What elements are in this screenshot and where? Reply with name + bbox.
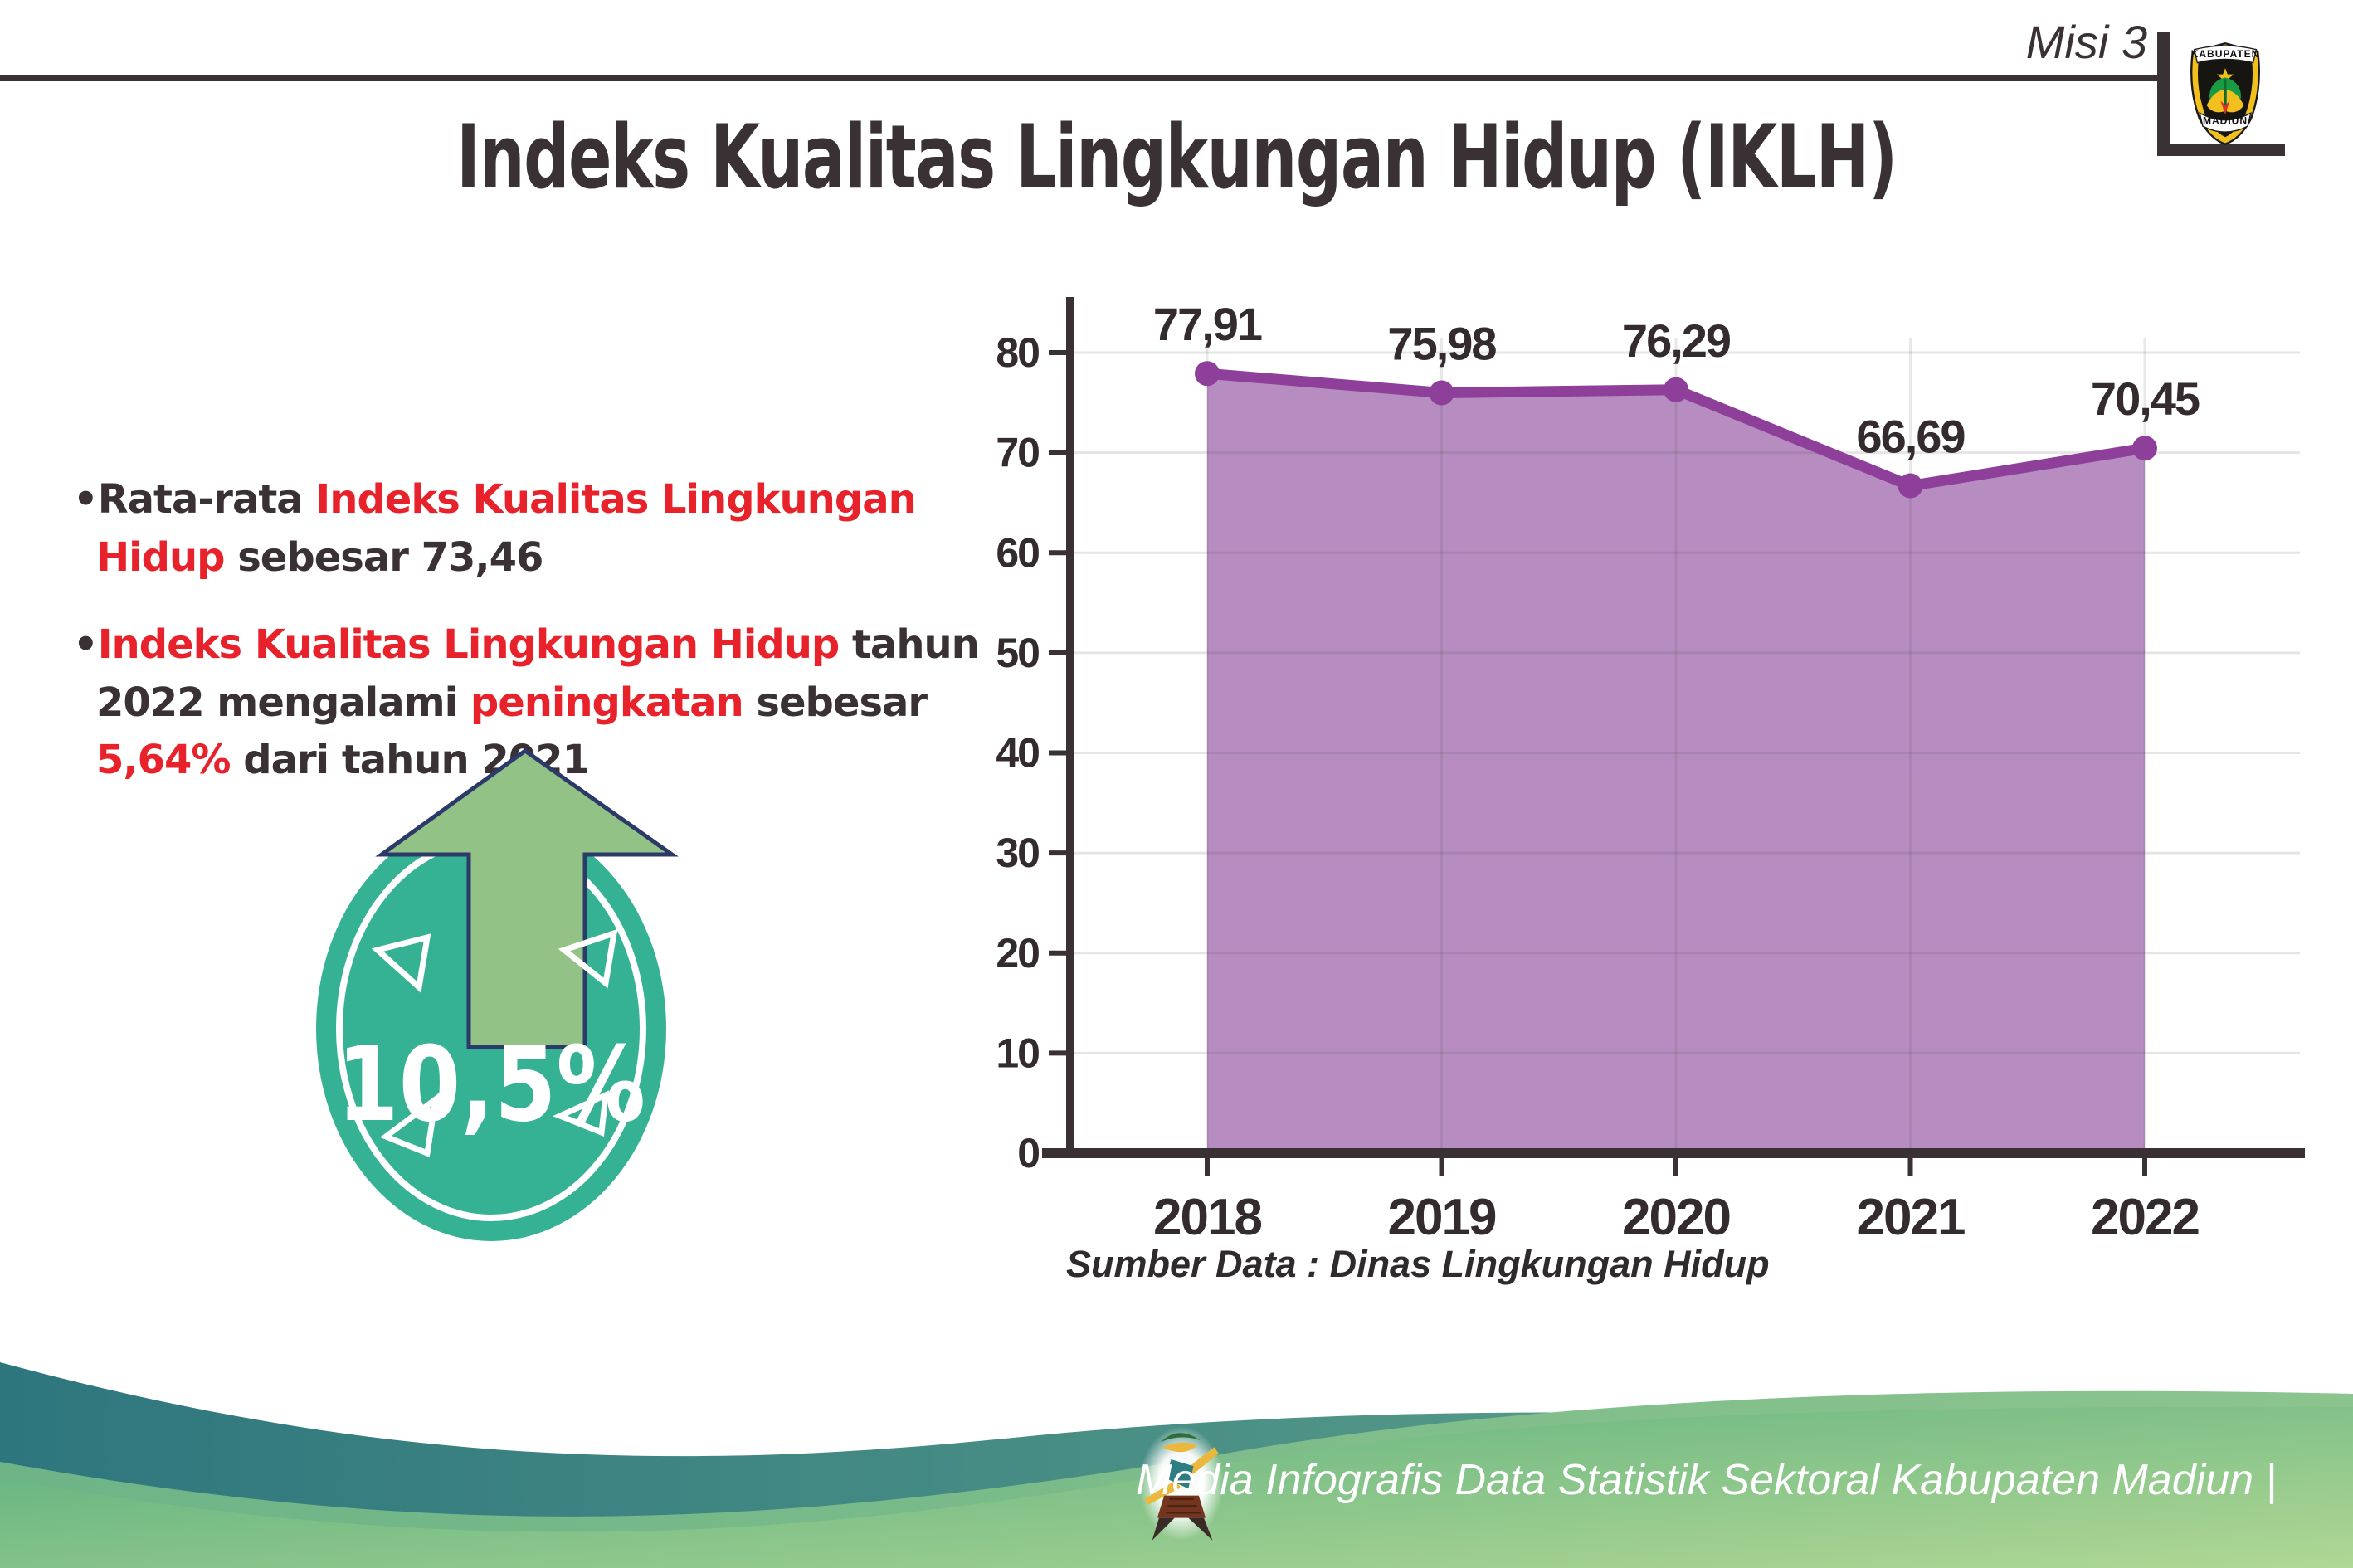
- logo-corner-bracket-vertical: [2157, 32, 2170, 156]
- data-point: [1664, 377, 1688, 402]
- data-point: [1429, 380, 1454, 406]
- badge-percentage: 10,5%: [337, 1025, 645, 1145]
- y-tick-label: 10: [996, 1030, 1039, 1076]
- x-tick-label: 2022: [2091, 1189, 2199, 1246]
- point-label: 77,91: [1153, 298, 1262, 350]
- bullet1-text: Rata-rata: [97, 476, 316, 523]
- x-tick-label: 2021: [1857, 1189, 1965, 1246]
- x-tick-label: 2020: [1622, 1189, 1730, 1246]
- dancer-mascot-icon: [1139, 1426, 1224, 1541]
- up-arrow-icon: [375, 747, 679, 1049]
- bullet1-highlight: Indeks Kualitas Lingkungan Hidup: [96, 476, 917, 581]
- point-label: 75,98: [1387, 317, 1496, 369]
- bullet-marker: •: [73, 621, 99, 669]
- footer-credit: Media Infografis Data Statistik Sektoral…: [1136, 1456, 2277, 1504]
- y-tick-label: 50: [996, 630, 1039, 676]
- y-tick-label: 60: [996, 529, 1039, 576]
- logo-banner-bottom-text: MADIUN: [2203, 114, 2248, 126]
- data-point: [2132, 436, 2157, 461]
- x-tick-label: 2018: [1153, 1189, 1261, 1246]
- bullet-marker: •: [73, 476, 99, 523]
- bullet2-highlight2: peningkatan: [470, 679, 744, 726]
- kabupaten-madiun-logo-icon: KABUPATEN MADIUN: [2190, 42, 2260, 145]
- badge-tick-top-left: [371, 933, 431, 993]
- badge-tick-bottom-left: [379, 1093, 440, 1157]
- bullet-iklh-increase: •Indeks Kualitas Lingkungan Hidup tahun …: [73, 616, 1035, 790]
- badge-tick-top-right: [558, 928, 618, 989]
- point-label: 76,29: [1622, 314, 1731, 367]
- data-point: [1898, 473, 1923, 499]
- data-source-note: Sumber Data : Dinas Lingkungan Hidup: [1066, 1243, 1770, 1285]
- point-label: 70,45: [2091, 373, 2200, 425]
- y-tick-label: 0: [1017, 1130, 1039, 1176]
- header-rule: [0, 75, 2164, 81]
- growth-badge: 10,5%: [316, 747, 679, 1241]
- misi-label: Misi 3: [2025, 16, 2147, 68]
- y-tick-label: 40: [996, 730, 1039, 777]
- summary-bullets: •Rata-rata Indeks Kualitas Lingkungan Hi…: [73, 471, 1035, 820]
- page-title: Indeks Kualitas Lingkungan Hidup (IKLH): [456, 106, 1898, 208]
- x-tick-label: 2019: [1388, 1189, 1496, 1246]
- bullet2-text2: sebesar: [743, 679, 928, 726]
- y-tick-label: 20: [996, 930, 1039, 976]
- logo-banner-top-text: KABUPATEN: [2191, 48, 2260, 60]
- y-tick-label: 30: [996, 830, 1039, 876]
- logo-corner-bracket-horizontal: [2157, 144, 2285, 156]
- y-tick-label: 80: [996, 329, 1039, 376]
- y-tick-label: 70: [996, 430, 1039, 476]
- data-point: [1195, 361, 1220, 387]
- point-label: 66,69: [1856, 411, 1965, 463]
- bullet2-text1: tahun 2022 mengalami: [96, 621, 980, 726]
- bullet2-highlight1: Indeks Kualitas Lingkungan Hidup: [97, 621, 840, 669]
- iklh-area-chart: 0 10 20 30 40 50 60 70 80 2018 2019 2020 2021 2022 77,…: [996, 297, 2305, 1246]
- bullet2-highlight3: 5,64%: [96, 737, 231, 784]
- badge-tick-bottom-right: [553, 1090, 610, 1137]
- area-fill: [1207, 373, 2145, 1153]
- bullet-average-iklh: •Rata-rata Indeks Kualitas Lingkungan Hi…: [73, 471, 1035, 587]
- bullet1-value: sebesar 73,46: [224, 533, 543, 581]
